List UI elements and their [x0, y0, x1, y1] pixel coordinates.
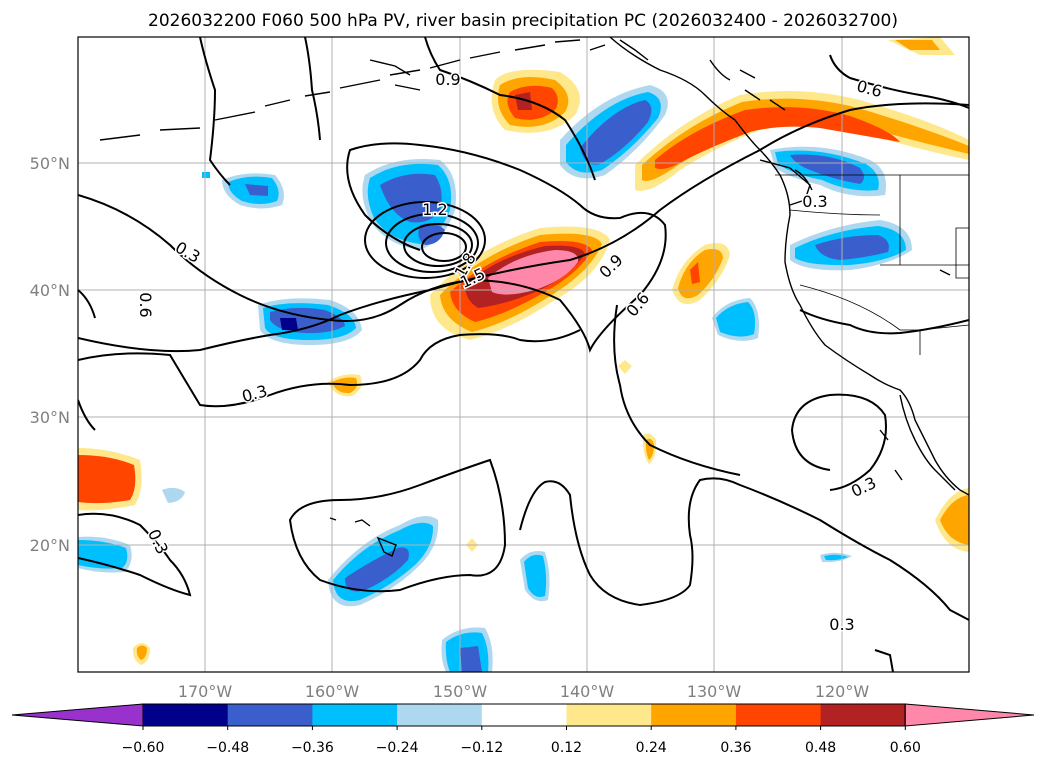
colorbar-tick-label: 0.36 [720, 740, 751, 756]
lon-label-130w: 130°W [687, 682, 742, 701]
contour-label: 0.3 [802, 192, 827, 211]
contour-label: 0.3 [829, 615, 854, 634]
colorbar-frame [142, 703, 906, 727]
lon-label-150w: 150°W [433, 682, 488, 701]
contour-label: 0.9 [435, 70, 460, 89]
lon-label-160w: 160°W [305, 682, 360, 701]
map-frame [77, 36, 970, 673]
colorbar-cell [227, 704, 313, 726]
lat-label-30n: 30°N [30, 408, 70, 427]
colorbar-cell [312, 704, 398, 726]
colorbar-tick-label: 0.24 [636, 740, 667, 756]
colorbar-tick-label: −0.60 [122, 740, 165, 756]
colorbar-extend-low [11, 703, 144, 727]
political-boundaries [775, 174, 969, 355]
pv-contours [78, 37, 969, 672]
colorbar-cell [143, 704, 229, 726]
colorbar-tick-label: 0.60 [890, 740, 921, 756]
longitude-labels: 170°W 160°W 150°W 140°W 130°W 120°W [178, 682, 870, 701]
lat-label-20n: 20°N [30, 536, 70, 555]
colorbar-cell [735, 704, 822, 726]
colorbar-cell [481, 704, 567, 726]
colorbar-tick-label: −0.36 [291, 740, 334, 756]
colorbar: −0.60 −0.48 −0.36 −0.24 −0.12 0.12 0.24 0.36 0.4… [11, 703, 1035, 756]
lat-label-50n: 50°N [30, 154, 70, 173]
graticule [78, 37, 969, 672]
colorbar-tick-label: 0.48 [805, 740, 836, 756]
lon-label-120w: 120°W [815, 682, 870, 701]
lon-label-140w: 140°W [560, 682, 615, 701]
colorbar-cell [397, 704, 483, 726]
colorbar-cell [820, 704, 906, 726]
colorbar-tick-label: −0.12 [460, 740, 503, 756]
map-title: 2026032200 F060 500 hPa PV, river basin … [148, 11, 898, 31]
colorbar-tick-labels: −0.60 −0.48 −0.36 −0.24 −0.12 0.12 0.24 0.36 0.4… [122, 726, 921, 756]
colorbar-cells [11, 703, 1035, 727]
lat-label-40n: 40°N [30, 281, 70, 300]
colorbar-tick-label: −0.24 [376, 740, 419, 756]
contour-label: 0.6 [136, 292, 155, 317]
coastlines [99, 37, 969, 557]
colorbar-cell [651, 704, 737, 726]
lon-label-170w: 170°W [178, 682, 233, 701]
colorbar-tick-label: −0.48 [206, 740, 249, 756]
colorbar-cell [566, 704, 652, 726]
latitude-labels: 50°N 40°N 30°N 20°N [30, 154, 70, 555]
contour-label: 1.2 [422, 200, 447, 219]
colorbar-extend-high [904, 703, 1035, 727]
colorbar-tick-label: 0.12 [551, 740, 582, 756]
map-panel: 0.9 0.6 1.2 0.3 0.3 0.6 1.8 1.5 0.9 0.6 … [78, 37, 969, 672]
